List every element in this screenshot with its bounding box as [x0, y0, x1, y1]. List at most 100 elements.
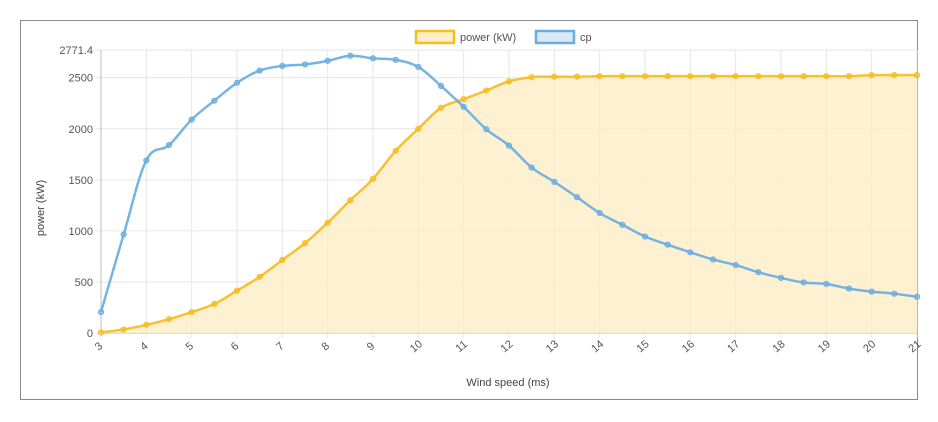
- cp-point[interactable]: [165, 142, 173, 149]
- cp-point[interactable]: [505, 142, 513, 149]
- legend-label: power (kW): [460, 32, 516, 44]
- cp-point[interactable]: [483, 126, 490, 133]
- cp-point[interactable]: [800, 279, 807, 286]
- power-kw-point[interactable]: [211, 300, 218, 307]
- x-tick-label: 21: [907, 338, 924, 355]
- power-kw-point[interactable]: [800, 73, 807, 80]
- cp-point[interactable]: [211, 97, 218, 104]
- power-kw-point[interactable]: [664, 73, 671, 80]
- cp-point[interactable]: [369, 55, 377, 62]
- cp-point[interactable]: [528, 164, 535, 171]
- x-tick-label: 14: [589, 338, 606, 355]
- power-kw-point[interactable]: [460, 96, 467, 103]
- power-kw-point[interactable]: [868, 72, 875, 79]
- cp-point[interactable]: [460, 103, 467, 110]
- power-kw-point[interactable]: [823, 73, 830, 80]
- cp-point[interactable]: [551, 178, 558, 185]
- x-tick-label: 7: [274, 340, 286, 353]
- cp-point[interactable]: [324, 57, 331, 64]
- cp-point[interactable]: [619, 221, 626, 228]
- cp-point[interactable]: [256, 67, 263, 74]
- x-tick-label: 5: [184, 340, 196, 353]
- cp-point[interactable]: [301, 61, 309, 68]
- y-tick-label: 500: [75, 277, 93, 289]
- cp-point[interactable]: [755, 269, 762, 276]
- cp-point[interactable]: [891, 290, 898, 297]
- cp-point[interactable]: [709, 256, 717, 263]
- x-tick-label: 17: [725, 338, 742, 355]
- cp-point[interactable]: [823, 280, 830, 288]
- y-axis-ticks: 0 500 1000 1500 2000 2500 2771.4: [59, 45, 93, 340]
- power-kw-point[interactable]: [845, 73, 853, 80]
- cp-point[interactable]: [233, 79, 241, 86]
- cp-point[interactable]: [596, 209, 603, 217]
- power-kw-point[interactable]: [120, 326, 127, 333]
- legend-item[interactable]: power (kW): [414, 29, 516, 45]
- cp-point[interactable]: [777, 274, 785, 281]
- power-kw-point[interactable]: [324, 219, 331, 226]
- data-points: [97, 52, 921, 336]
- power-kw-point[interactable]: [528, 74, 535, 81]
- power-kw-point[interactable]: [573, 73, 581, 80]
- power-kw-point[interactable]: [347, 197, 354, 204]
- cp-point[interactable]: [392, 56, 399, 63]
- power-kw-point[interactable]: [256, 273, 263, 280]
- cp-point[interactable]: [687, 249, 694, 256]
- cp-point[interactable]: [641, 233, 649, 240]
- power-kw-point[interactable]: [619, 73, 626, 80]
- cp-point[interactable]: [143, 157, 150, 164]
- power-kw-point[interactable]: [165, 316, 173, 323]
- x-tick-label: 13: [544, 338, 561, 355]
- x-tick-label: 15: [635, 338, 652, 355]
- power-kw-point[interactable]: [596, 73, 603, 80]
- power-kw-point[interactable]: [732, 73, 739, 80]
- cp-point[interactable]: [664, 241, 671, 248]
- cp-point[interactable]: [97, 308, 105, 316]
- cp-point[interactable]: [732, 261, 739, 269]
- power-kw-area: [101, 75, 917, 333]
- power-kw-point[interactable]: [188, 308, 195, 316]
- power-kw-point[interactable]: [369, 175, 377, 182]
- y-tick-label: 1500: [69, 175, 93, 187]
- power-kw-point[interactable]: [551, 73, 558, 80]
- legend-swatch: [414, 29, 456, 45]
- power-kw-point[interactable]: [709, 73, 717, 80]
- x-tick-label: 10: [408, 338, 425, 355]
- cp-point[interactable]: [415, 63, 422, 71]
- cp-point[interactable]: [279, 62, 286, 70]
- power-kw-point[interactable]: [687, 73, 694, 80]
- power-kw-point[interactable]: [279, 256, 286, 264]
- power-kw-point[interactable]: [505, 78, 513, 85]
- power-kw-point[interactable]: [301, 240, 309, 247]
- power-kw-point[interactable]: [233, 287, 241, 294]
- y-tick-label: 2000: [69, 124, 93, 136]
- power-kw-point[interactable]: [777, 73, 785, 80]
- power-kw-point[interactable]: [913, 72, 921, 79]
- power-kw-point[interactable]: [143, 321, 150, 328]
- power-kw-point[interactable]: [891, 72, 898, 79]
- cp-point[interactable]: [913, 293, 921, 300]
- cp-point[interactable]: [347, 52, 354, 59]
- y-tick-label: 2771.4: [59, 45, 93, 57]
- cp-point[interactable]: [437, 82, 445, 89]
- legend-item[interactable]: cp: [534, 29, 592, 45]
- power-kw-point[interactable]: [483, 87, 490, 94]
- x-tick-label: 8: [320, 340, 332, 353]
- cp-point[interactable]: [573, 194, 581, 201]
- x-tick-label: 18: [771, 338, 788, 355]
- cp-point[interactable]: [120, 231, 127, 238]
- cp-point[interactable]: [868, 288, 875, 295]
- cp-point[interactable]: [188, 116, 195, 123]
- power-kw-point[interactable]: [97, 329, 105, 336]
- power-kw-point[interactable]: [437, 104, 445, 111]
- legend[interactable]: power (kW) cp: [414, 29, 592, 45]
- power-kw-point[interactable]: [755, 73, 762, 80]
- y-tick-label: 0: [87, 328, 93, 340]
- cp-point[interactable]: [845, 285, 853, 292]
- x-axis-label: Wind speed (ms): [466, 377, 549, 389]
- x-tick-label: 19: [816, 338, 833, 355]
- power-kw-point[interactable]: [415, 125, 422, 132]
- power-kw-point[interactable]: [392, 147, 399, 154]
- power-kw-point[interactable]: [641, 73, 649, 80]
